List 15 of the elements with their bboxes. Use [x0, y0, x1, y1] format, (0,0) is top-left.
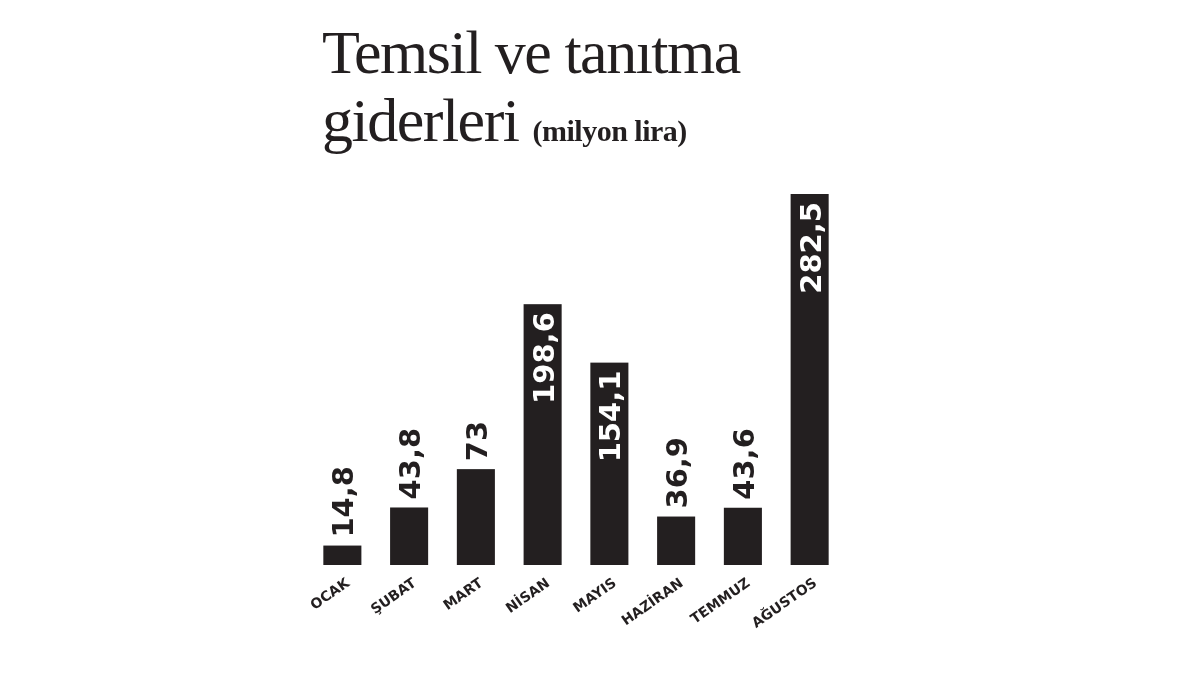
data-label: 36,9	[660, 436, 695, 509]
data-label: 198,6	[526, 312, 561, 404]
bar	[723, 507, 762, 565]
data-label: 43,6	[726, 428, 761, 500]
bar	[790, 194, 829, 565]
chart-subtitle: (milyon lira)	[532, 114, 687, 147]
bar	[323, 545, 362, 565]
bar	[456, 469, 495, 565]
data-label: 14,8	[326, 466, 361, 538]
bar	[390, 507, 429, 565]
data-label: 282,5	[793, 202, 828, 294]
data-label: 43,8	[393, 427, 428, 500]
data-label: 154,1	[593, 370, 628, 463]
bar	[657, 516, 696, 565]
data-label: 73	[459, 420, 494, 462]
